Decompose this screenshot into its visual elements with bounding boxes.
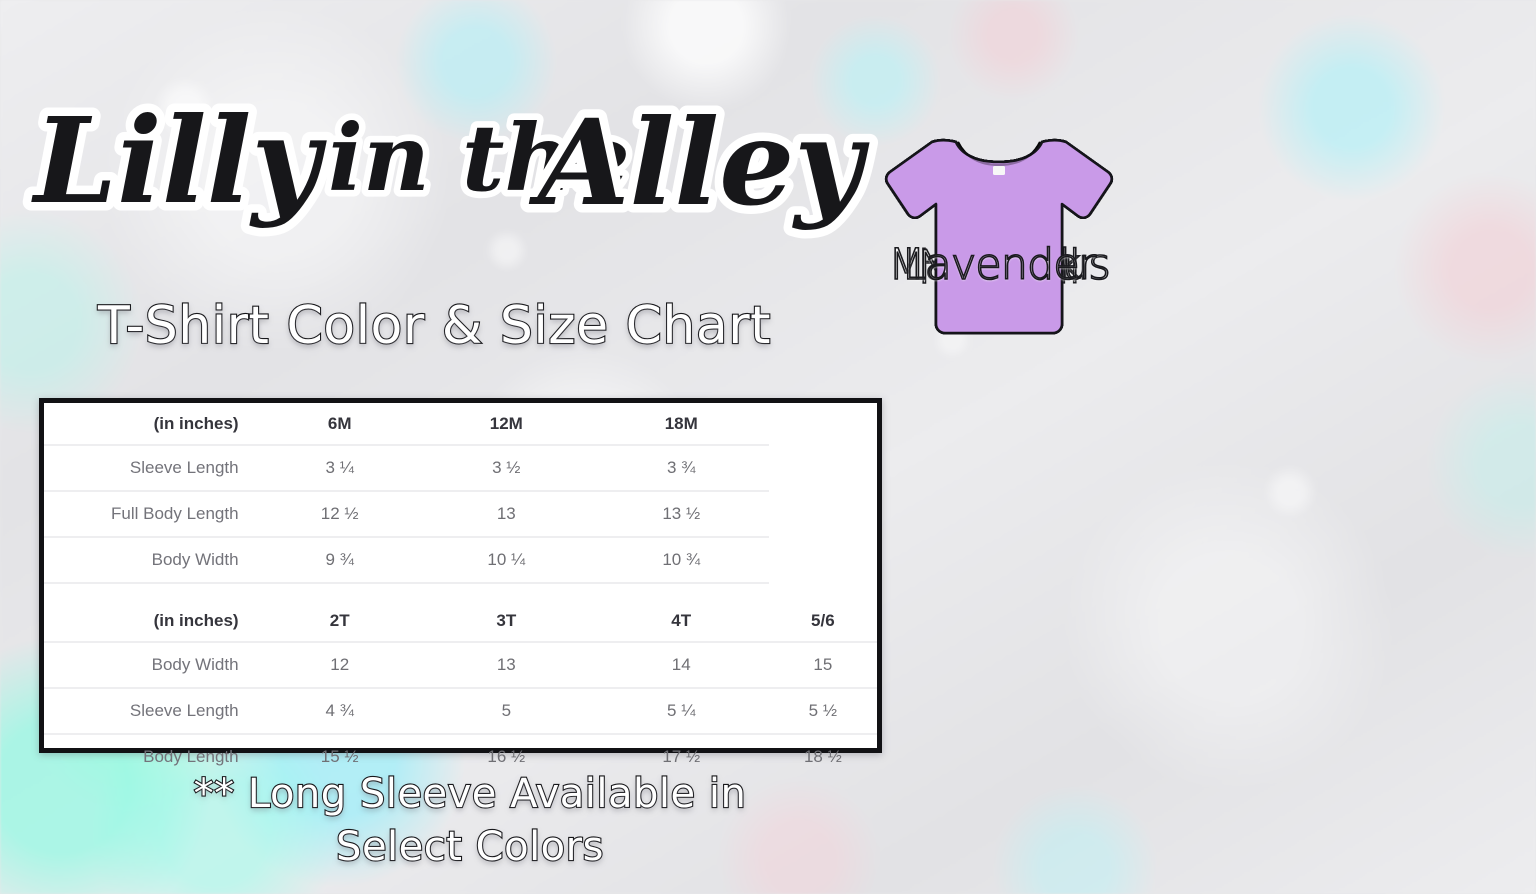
table-row: Full Body Length 12 ½ 13 13 ½ xyxy=(44,491,877,538)
shirt-label-lavender: Lavender xyxy=(902,239,1097,291)
table-header-row: (in inches) 2T 3T 4T 5/6 xyxy=(44,600,877,643)
brand-word-3: Alley xyxy=(528,93,870,232)
column-header: 12M xyxy=(418,403,594,446)
column-header: (in inches) xyxy=(44,600,261,643)
column-header: 5/6 xyxy=(768,600,877,643)
column-header: 2T xyxy=(260,600,419,643)
table-row: Body Width 9 ¾ 10 ¼ 10 ¾ xyxy=(44,537,877,584)
cell-value: 17 ½ xyxy=(662,747,701,766)
column-header-empty xyxy=(769,403,877,445)
long-sleeve-note-line-2: Select Colors xyxy=(335,823,605,871)
cell-value: 13 xyxy=(418,491,594,538)
column-header: (in inches) xyxy=(44,403,261,446)
cell-value: 3 ¾ xyxy=(593,445,769,492)
cell-value: 9 ¾ xyxy=(260,537,419,584)
cell-value: 15 ½ xyxy=(320,747,359,766)
cell-value: 13 xyxy=(418,642,594,689)
size-table-infant: (in inches) 6M 12M 18M Sleeve Length 3 ¼… xyxy=(44,403,877,600)
cell-value: 18 ½ xyxy=(803,747,842,766)
cell-empty xyxy=(769,491,877,537)
shirt-body xyxy=(884,138,1114,335)
cell-value: 13 ½ xyxy=(593,491,769,538)
long-sleeve-note-line-1: ** Long Sleeve Available in xyxy=(193,770,747,818)
shirt-collar xyxy=(957,141,1041,167)
table-row: Sleeve Length 3 ¼ 3 ½ 3 ¾ xyxy=(44,445,877,492)
cell-value: 4 ¾ xyxy=(260,688,419,735)
cell-value: 12 ½ xyxy=(260,491,419,538)
row-label: Sleeve Length xyxy=(44,688,261,735)
table-row: Body Width 12 13 14 15 xyxy=(44,642,877,689)
column-header: 3T xyxy=(418,600,594,643)
shirt-icon-lavender xyxy=(884,138,1114,335)
row-label: Body Width xyxy=(44,537,261,584)
shirt-row-3: Red Green Lavender xyxy=(884,128,1536,353)
brand-word-2: in the xyxy=(328,104,630,212)
cell-value: 5 ½ xyxy=(768,688,877,735)
column-header: 18M xyxy=(593,403,769,446)
size-chart-card: (in inches) 6M 12M 18M Sleeve Length 3 ¼… xyxy=(39,398,882,766)
table-row: Body Length 15 ½ 16 ½ 17 ½ 18 ½ xyxy=(44,734,877,779)
cell-value: 12 xyxy=(260,642,419,689)
cell-value: 10 ¼ xyxy=(418,537,594,584)
column-header: 6M xyxy=(260,403,419,446)
brand-word-1-outline: Lilly xyxy=(31,91,327,230)
cell-value: 14 xyxy=(593,642,769,689)
cell-value: 10 ¾ xyxy=(593,537,769,584)
row-label: Body Length xyxy=(143,747,239,766)
table-row: Sleeve Length 4 ¾ 5 5 ¼ 5 ½ xyxy=(44,688,877,735)
brand-word-3-outline: Alley xyxy=(528,93,870,232)
cell-value: 3 ½ xyxy=(418,445,594,492)
table-gap xyxy=(44,583,877,600)
row-label: Full Body Length xyxy=(44,491,261,538)
cell-empty xyxy=(769,537,877,583)
cell-empty xyxy=(769,445,877,491)
brand-logo: Lilly Lilly in the in the Alley Alley xyxy=(23,62,879,262)
size-table-toddler: (in inches) 2T 3T 4T 5/6 Body Width 12 1… xyxy=(44,600,877,779)
brand-word-2-outline: in the xyxy=(328,104,630,212)
column-header: 4T xyxy=(593,600,769,643)
long-sleeve-note: ** Long Sleeve Available in Select Color… xyxy=(170,768,770,874)
shirt-neck-tag xyxy=(993,166,1005,175)
cell-value: 5 ¼ xyxy=(593,688,769,735)
row-label: Body Width xyxy=(44,642,261,689)
cell-value: 5 xyxy=(418,688,594,735)
shirt-color-grid: Grey Hot Pink Natural White Black Mauvel… xyxy=(884,128,1536,808)
brand-word-1: Lilly xyxy=(31,91,327,230)
cell-value: 16 ½ xyxy=(487,747,526,766)
cell-value: 3 ¼ xyxy=(260,445,419,492)
row-label: Sleeve Length xyxy=(44,445,261,492)
cell-value: 15 xyxy=(768,642,877,689)
table-header-row: (in inches) 6M 12M 18M xyxy=(44,403,877,446)
page-subtitle: T-Shirt Color & Size Chart xyxy=(97,295,772,357)
shirt-swatch-lavender[interactable]: Lavender xyxy=(884,128,1114,343)
